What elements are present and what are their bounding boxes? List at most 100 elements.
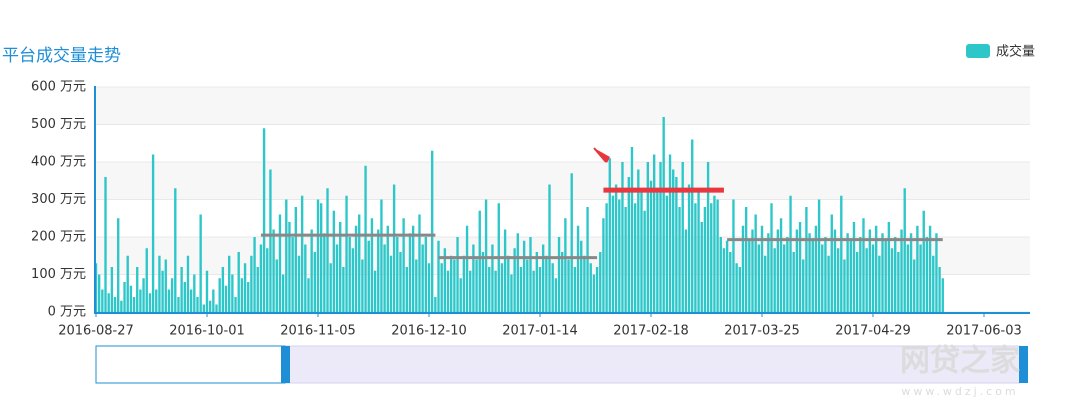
bar — [808, 233, 811, 312]
bar — [107, 293, 110, 312]
bar — [884, 240, 887, 312]
zoom-slider[interactable] — [95, 345, 1028, 384]
bar — [903, 188, 906, 312]
bar — [370, 218, 374, 312]
bar — [897, 252, 900, 312]
bar — [234, 297, 237, 312]
bar — [583, 255, 586, 312]
bar — [811, 240, 814, 312]
bar — [561, 252, 564, 312]
bar — [256, 267, 259, 312]
bar — [145, 248, 148, 312]
bar — [684, 229, 688, 312]
bar — [554, 278, 558, 312]
bar — [132, 297, 136, 312]
bar — [123, 282, 126, 312]
bar — [621, 162, 624, 312]
bar — [304, 244, 307, 312]
bar — [649, 180, 653, 312]
bar — [170, 278, 174, 312]
bar — [180, 267, 183, 312]
bar — [922, 210, 925, 312]
bar — [836, 248, 840, 312]
bar — [846, 233, 849, 312]
bar — [538, 267, 542, 312]
bar — [757, 244, 761, 312]
slider-window[interactable] — [95, 345, 286, 384]
bar — [272, 229, 275, 312]
bar — [700, 222, 703, 312]
bar — [573, 267, 577, 312]
bar — [383, 244, 386, 312]
bar — [215, 304, 218, 312]
bar — [101, 289, 104, 312]
bar — [183, 282, 186, 312]
bar — [278, 214, 282, 312]
bar — [221, 267, 225, 312]
bar — [402, 218, 405, 312]
x-tick-label: 2017-03-25 — [724, 324, 800, 339]
bar — [643, 210, 646, 312]
bar — [798, 222, 802, 312]
bar — [148, 293, 152, 312]
bar — [605, 203, 608, 312]
x-tick-label: 2016-10-01 — [169, 324, 245, 339]
bar — [935, 233, 938, 312]
bar — [744, 207, 748, 312]
bar — [465, 225, 469, 312]
bar — [802, 259, 805, 312]
bar — [776, 229, 780, 312]
slider-handle[interactable] — [281, 346, 290, 383]
bar — [129, 285, 133, 312]
bar — [633, 203, 637, 312]
grid-band — [96, 87, 1030, 125]
bar — [208, 300, 212, 312]
bar — [310, 229, 313, 312]
bar — [151, 154, 155, 312]
bar — [719, 237, 722, 312]
bar — [852, 222, 856, 312]
bar — [478, 210, 481, 312]
bar — [329, 263, 332, 312]
bar — [859, 237, 862, 312]
bar — [484, 199, 488, 312]
bar — [427, 263, 431, 312]
bar — [224, 285, 228, 312]
x-tick-label: 2017-04-29 — [835, 324, 911, 339]
bar — [275, 259, 278, 312]
bar — [624, 207, 627, 312]
bar — [881, 233, 884, 312]
bar — [760, 225, 764, 312]
bar — [526, 259, 529, 312]
bar — [843, 259, 846, 312]
bar — [405, 267, 408, 312]
y-tick-label: 400 万元 — [31, 155, 86, 170]
bar — [522, 240, 526, 312]
bar — [725, 240, 729, 312]
bar — [193, 274, 196, 312]
bar — [551, 263, 554, 312]
bar — [576, 225, 580, 312]
bar — [361, 259, 364, 312]
bar — [919, 244, 922, 312]
bar — [326, 188, 329, 312]
bar — [786, 237, 789, 312]
bar — [342, 267, 345, 312]
bar — [117, 218, 120, 312]
y-tick-label: 600 万元 — [31, 80, 86, 95]
bar — [513, 248, 516, 312]
slider-handle[interactable] — [1019, 346, 1028, 383]
bar — [481, 252, 485, 312]
bar — [475, 259, 478, 312]
bar — [589, 263, 592, 312]
bar — [640, 192, 643, 312]
bar — [367, 240, 370, 312]
bar — [164, 259, 167, 312]
bar — [199, 214, 202, 312]
bar — [430, 150, 434, 312]
bar — [871, 244, 875, 312]
bar — [364, 165, 367, 312]
bar — [909, 233, 913, 312]
bar — [174, 188, 177, 312]
